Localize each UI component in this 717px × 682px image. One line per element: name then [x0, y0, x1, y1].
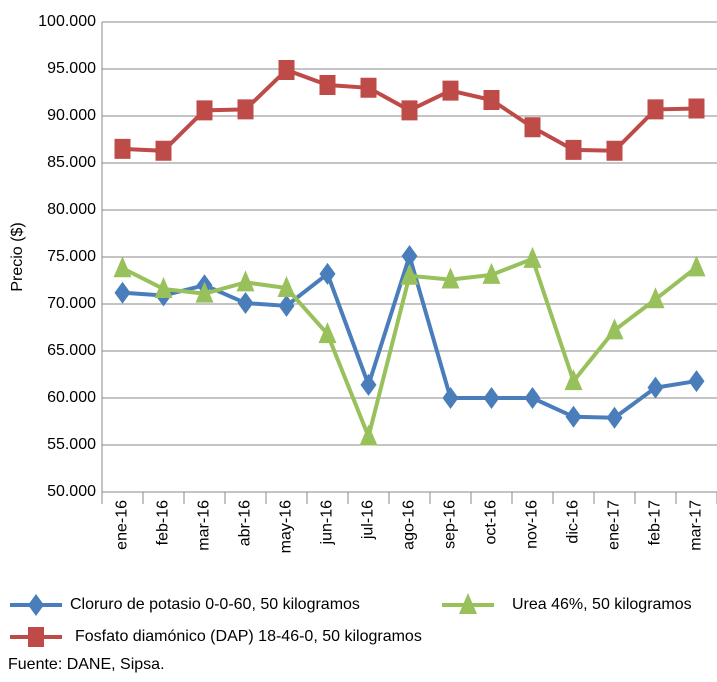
legend-label: Cloruro de potasio 0-0-60, 50 kilogramos [70, 596, 360, 613]
data-point [688, 98, 705, 119]
x-tick-label: sep-16 [442, 500, 459, 549]
legend-marker [459, 593, 477, 614]
data-point [278, 59, 295, 80]
y-tick-label: 75.000 [47, 248, 96, 265]
data-point [647, 376, 664, 399]
y-tick-label: 80.000 [47, 201, 96, 218]
data-point [359, 424, 378, 446]
data-point [606, 406, 623, 429]
x-tick-label: jul-16 [360, 500, 377, 540]
data-point [442, 80, 459, 101]
y-tick-label: 85.000 [47, 154, 96, 171]
data-point [277, 276, 296, 298]
data-point [565, 139, 582, 160]
data-point [441, 267, 460, 289]
data-point [114, 138, 131, 159]
y-axis-label: Precio ($) [9, 222, 26, 291]
data-point [482, 262, 501, 284]
x-tick-label: feb-17 [647, 500, 664, 545]
data-point [319, 262, 336, 285]
data-point [237, 292, 254, 315]
x-tick-label: ene-17 [606, 500, 623, 550]
data-point [114, 281, 131, 304]
y-tick-label: 100.000 [38, 13, 96, 30]
x-tick-label: ago-16 [401, 500, 418, 550]
y-tick-label: 90.000 [47, 107, 96, 124]
data-point [524, 117, 541, 138]
data-point [195, 281, 214, 303]
data-point [647, 99, 664, 120]
y-tick-label: 65.000 [47, 342, 96, 359]
data-point [442, 387, 459, 409]
data-point [688, 370, 705, 393]
legend-marker [28, 594, 44, 616]
data-point [113, 256, 132, 278]
data-point [360, 77, 377, 98]
x-tick-label: oct-16 [483, 500, 500, 545]
data-point [196, 100, 213, 121]
x-tick-label: ene-16 [114, 500, 131, 550]
data-point [524, 387, 541, 409]
x-tick-label: jun-16 [319, 500, 336, 546]
data-point [565, 405, 582, 428]
data-point [237, 99, 254, 120]
data-point [319, 74, 336, 95]
legend-marker [28, 627, 44, 647]
data-point [483, 90, 500, 111]
x-tick-label: may-16 [278, 500, 295, 553]
x-tick-label: mar-17 [688, 500, 705, 551]
data-point [236, 270, 255, 292]
x-tick-label: dic-16 [565, 500, 582, 544]
y-tick-label: 70.000 [47, 295, 96, 312]
x-tick-label: feb-16 [155, 500, 172, 545]
data-point [318, 322, 337, 344]
data-point [401, 100, 418, 121]
y-tick-label: 95.000 [47, 60, 96, 77]
x-tick-label: abr-16 [237, 500, 254, 546]
data-point [523, 246, 542, 268]
legend-label: Fosfato diamónico (DAP) 18-46-0, 50 kilo… [75, 628, 422, 645]
data-point [564, 369, 583, 391]
y-tick-label: 55.000 [47, 436, 96, 453]
x-tick-label: mar-16 [196, 500, 213, 551]
data-point [606, 140, 623, 161]
data-point [605, 318, 624, 340]
data-point [400, 263, 419, 285]
data-point [278, 294, 295, 317]
source-note: Fuente: DANE, Sipsa. [8, 656, 165, 673]
legend-label: Urea 46%, 50 kilogramos [512, 596, 692, 613]
y-tick-label: 50.000 [47, 483, 96, 500]
data-point [360, 373, 377, 396]
data-point [401, 245, 418, 268]
data-point [483, 387, 500, 409]
data-point [155, 140, 172, 161]
x-tick-label: nov-16 [524, 500, 541, 549]
data-point [646, 287, 665, 309]
y-tick-label: 60.000 [47, 389, 96, 406]
data-point [154, 276, 173, 298]
data-point [687, 255, 706, 277]
